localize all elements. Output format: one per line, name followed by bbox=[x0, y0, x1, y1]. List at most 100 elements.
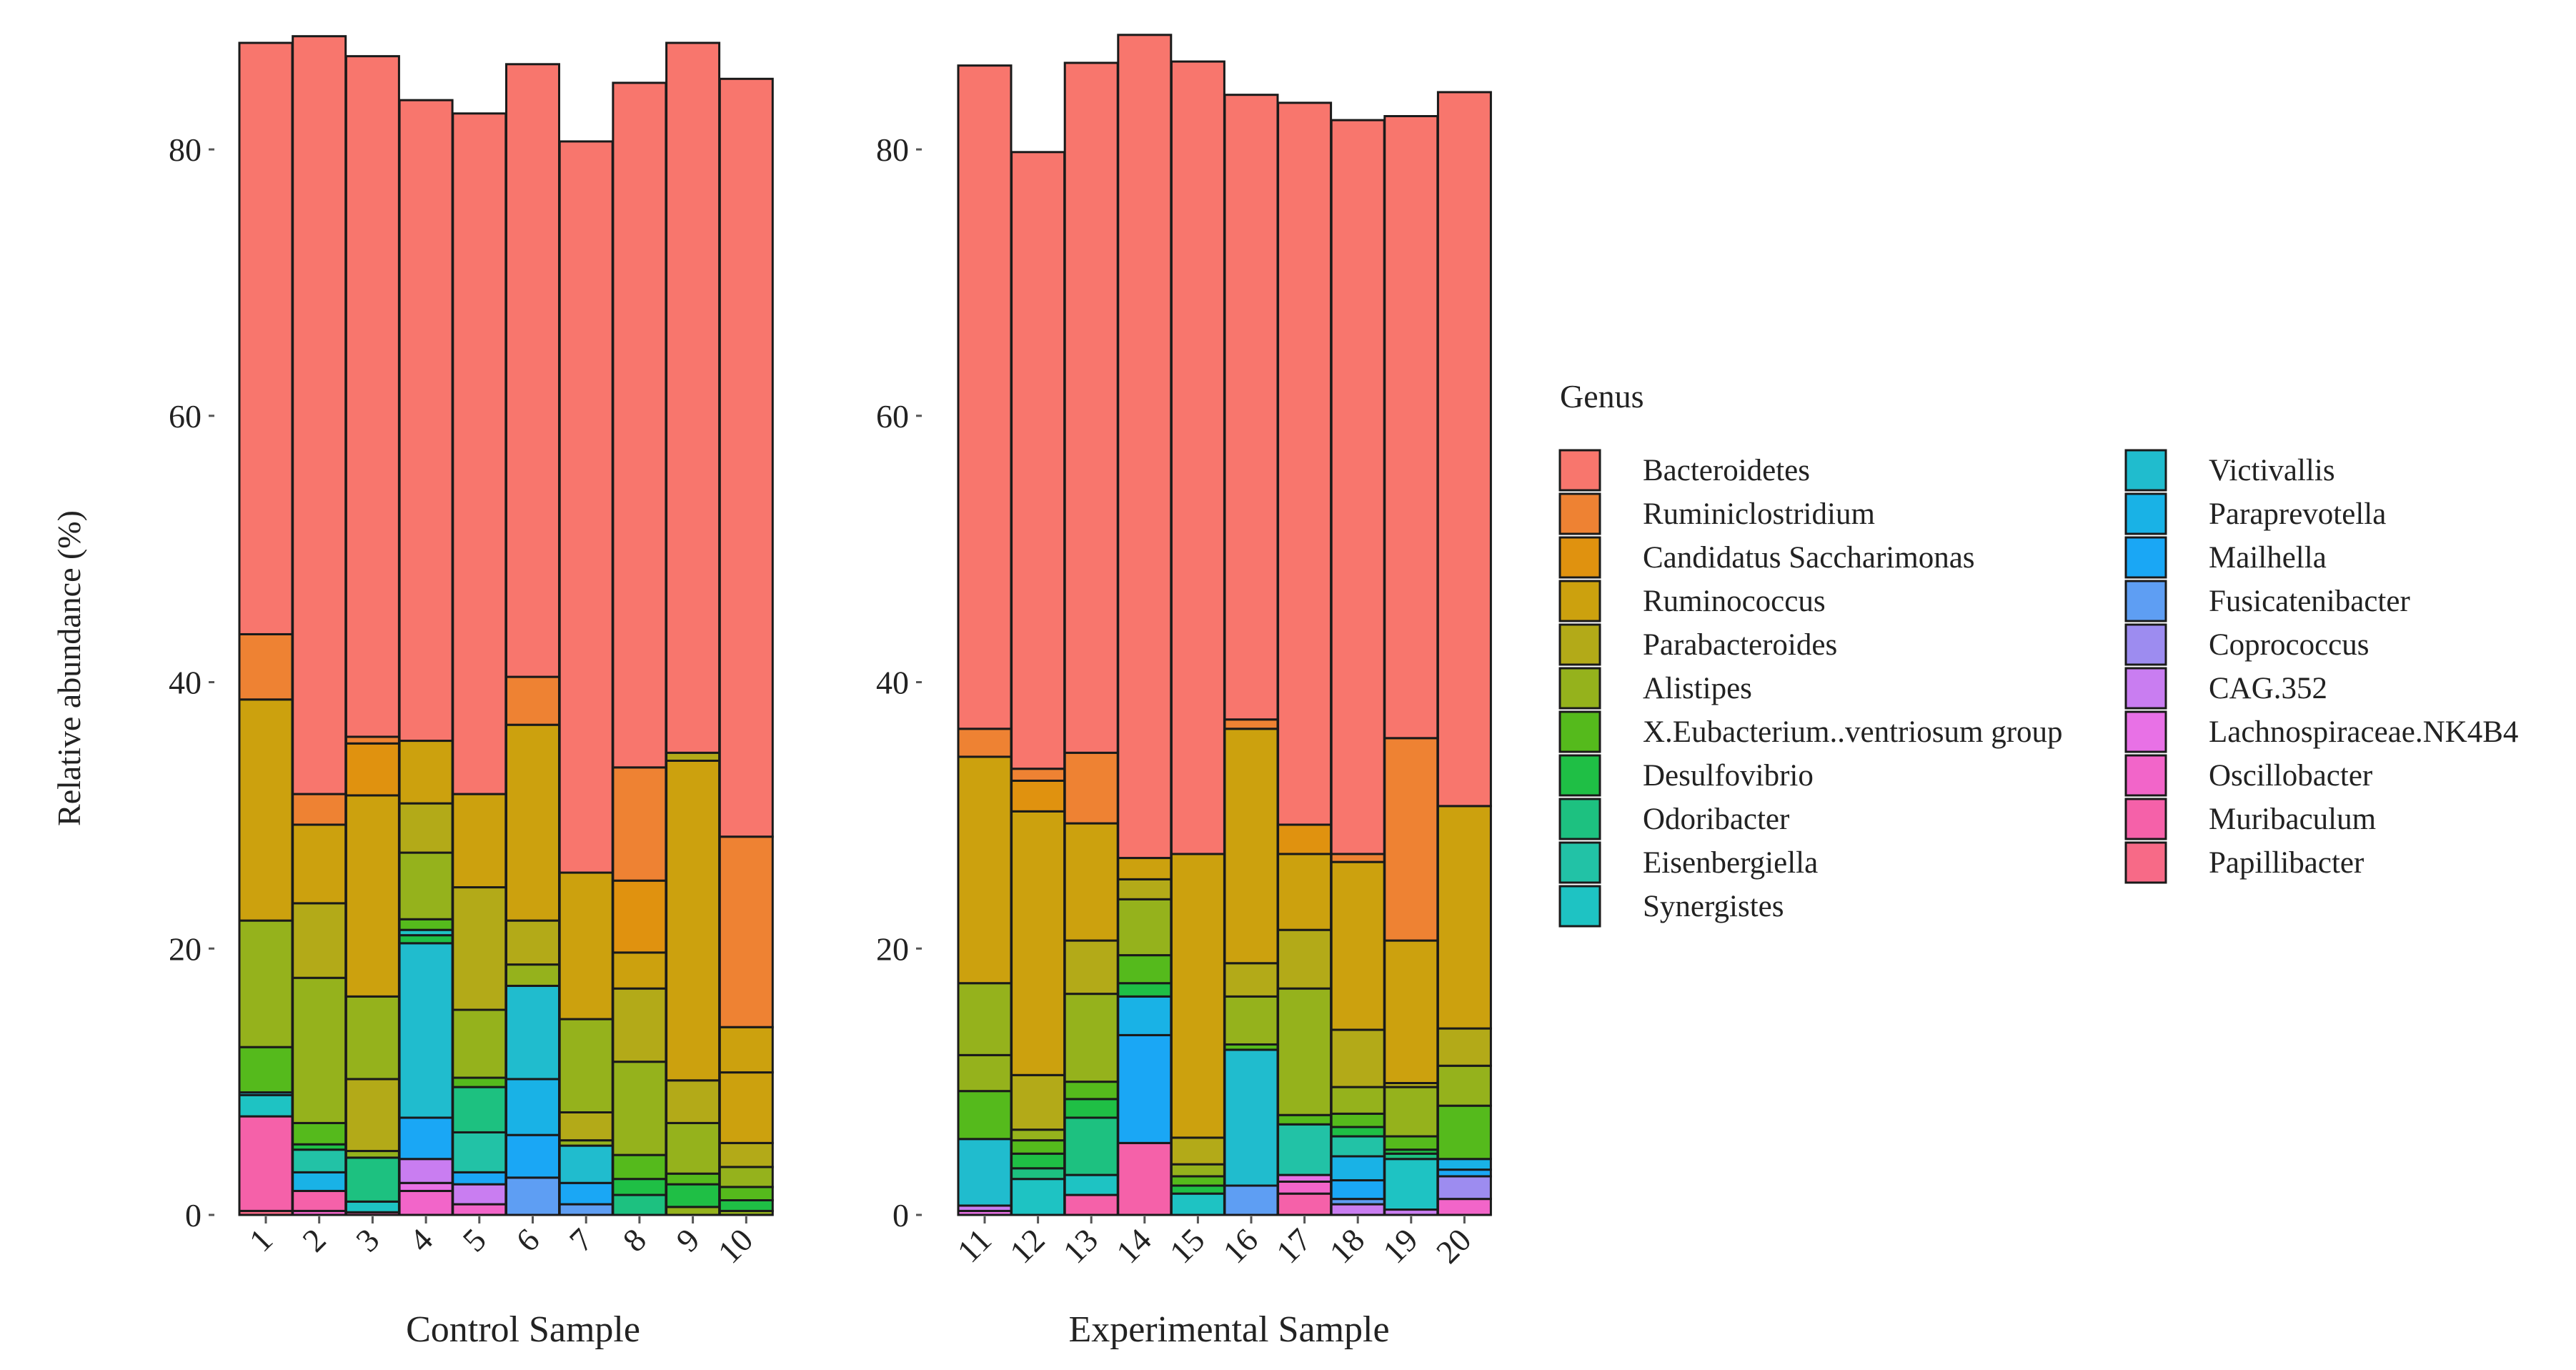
legend-label: Eisenbergiella bbox=[1643, 846, 1818, 880]
bar-segment-alistipes bbox=[612, 1061, 667, 1156]
bar-segment-synergistes bbox=[1063, 1173, 1119, 1196]
legend-swatch bbox=[1558, 710, 1601, 753]
control-y-axis: 0 20 40 60 80 bbox=[169, 131, 214, 1234]
bar-segment-bacteroidetes bbox=[1383, 115, 1439, 740]
bar-segment-parabacteroides bbox=[665, 751, 721, 763]
y-tick-label: 40 bbox=[169, 665, 202, 701]
bar-segment-desulfovibrio bbox=[612, 1178, 667, 1196]
bar-segment-alistipes bbox=[1117, 898, 1173, 957]
bar-segment-muribaculum bbox=[1117, 1141, 1173, 1216]
bar-segment-fusicatenibacter bbox=[558, 1203, 614, 1216]
bar-segment-parabacteroides bbox=[1223, 962, 1279, 998]
bar-segment-bacteroidetes bbox=[1170, 60, 1225, 855]
legend-items: Bacteroidetes Ruminiclostridium Candidatus… bbox=[1558, 449, 2518, 928]
bar-sample-4 bbox=[398, 99, 454, 1216]
bar-segment-parabacteroides bbox=[344, 1078, 400, 1153]
bar-segment-cag-352 bbox=[452, 1183, 507, 1206]
bar-segment-ruminiclostridium bbox=[612, 766, 667, 882]
bar-segment-eisenbergiella bbox=[292, 1148, 347, 1173]
legend-label: Muribaculum bbox=[2209, 803, 2376, 836]
bar-segment-x-eubacterium-ventriosum-group bbox=[612, 1153, 667, 1181]
bar-segment-alistipes bbox=[1170, 1163, 1225, 1178]
legend-item-alistipes: Alistipes bbox=[1558, 667, 1752, 710]
bar-segment-bacteroidetes bbox=[665, 41, 721, 754]
legend-item-candidatus-saccharimonas: Candidatus Saccharimonas bbox=[1558, 536, 1975, 579]
bar-segment-x-eubacterium-ventriosum-group bbox=[1170, 1175, 1225, 1187]
bar-segment-bacteroidetes bbox=[1010, 151, 1066, 770]
bar-segment-parabacteroides bbox=[452, 886, 507, 1011]
bar-segment-paraprevotella bbox=[1436, 1158, 1492, 1171]
bar-segment-alistipes bbox=[292, 976, 347, 1124]
bar-segment-muribaculum bbox=[238, 1115, 294, 1212]
legend-swatch bbox=[2124, 841, 2167, 884]
bar-segment-bacteroidetes bbox=[1063, 61, 1119, 754]
bar-segment-oscillobacter bbox=[452, 1203, 507, 1216]
legend-item-oscillobacter: Oscillobacter bbox=[2124, 754, 2372, 797]
bar-segment-parabacteroides bbox=[505, 919, 560, 966]
bar-segment-candidatus-saccharimonas bbox=[1277, 823, 1333, 855]
bar-segment-bacteroidetes bbox=[505, 63, 560, 678]
legend-item-desulfovibrio: Desulfovibrio bbox=[1558, 754, 1814, 797]
bar-segment-alistipes bbox=[1277, 987, 1333, 1116]
bar-segment-victivallis bbox=[1223, 1048, 1279, 1187]
legend-swatch bbox=[2124, 754, 2167, 797]
bar-segment-alistipes bbox=[505, 963, 560, 987]
legend-item-x-eubacterium-ventriosum-group: X.Eubacterium..ventriosum group bbox=[1558, 710, 2063, 753]
legend-item-papillibacter: Papillibacter bbox=[2124, 841, 2364, 884]
legend-label: CAG.352 bbox=[2209, 672, 2327, 705]
legend-item-victivallis: Victivallis bbox=[2124, 449, 2335, 492]
bar-segment-eisenbergiella bbox=[1277, 1123, 1333, 1176]
experimental-y-axis: 0 20 40 60 80 bbox=[876, 131, 922, 1234]
y-tick-label: 20 bbox=[876, 930, 909, 967]
bar-segment-alistipes bbox=[558, 1018, 614, 1113]
bar-segment-victivallis bbox=[398, 942, 454, 1119]
legend-item-coprococcus: Coprococcus bbox=[2124, 623, 2369, 666]
bar-segment-alistipes bbox=[957, 982, 1013, 1056]
bar-segment-bacteroidetes bbox=[452, 112, 507, 795]
bar-segment-victivallis bbox=[558, 1144, 614, 1184]
bar-segment-x-eubacterium-ventriosum-group bbox=[1436, 1104, 1492, 1161]
bar-segment-paraprevotella bbox=[292, 1171, 347, 1192]
bar-segment-fusicatenibacter bbox=[1223, 1184, 1279, 1216]
bar-segment-oscillobacter bbox=[398, 1189, 454, 1216]
bar-segment-bacteroidetes bbox=[1117, 34, 1173, 860]
bar-segment-ruminococcus bbox=[452, 793, 507, 889]
legend-item-ruminococcus: Ruminococcus bbox=[1558, 580, 1826, 622]
bar-sample-1 bbox=[238, 41, 294, 1216]
bar-segment-bacteroidetes bbox=[398, 99, 454, 743]
bar-segment-x-eubacterium-ventriosum-group bbox=[1117, 954, 1173, 985]
legend-label: Bacteroidetes bbox=[1643, 454, 1810, 487]
bar-sample-17 bbox=[1277, 101, 1333, 1216]
bar-sample-5 bbox=[452, 112, 507, 1216]
bar-segment-parabacteroides bbox=[1330, 1028, 1386, 1088]
bar-segment-synergistes bbox=[238, 1093, 294, 1118]
legend-item-odoribacter: Odoribacter bbox=[1558, 798, 1789, 840]
bar-sample-9 bbox=[665, 41, 721, 1216]
bar-segment-ruminiclostridium bbox=[292, 793, 347, 826]
bar-segment-parabacteroides bbox=[718, 1141, 774, 1168]
bar-segment-ruminiclostridium bbox=[1330, 853, 1386, 863]
bar-segment-parabacteroides bbox=[1277, 928, 1333, 990]
experimental-panel-title: Experimental Sample bbox=[1068, 1309, 1389, 1350]
legend-item-fusicatenibacter: Fusicatenibacter bbox=[2124, 580, 2410, 622]
bar-segment-alistipes bbox=[1436, 1064, 1492, 1107]
legend-title: Genus bbox=[1560, 378, 1644, 415]
legend-label: Coprococcus bbox=[2209, 628, 2369, 662]
bar-segment-alistipes bbox=[1223, 995, 1279, 1046]
bar-segment-x-eubacterium-ventriosum-group bbox=[1277, 1113, 1333, 1126]
bar-segment-x-eubacterium-ventriosum-group bbox=[1330, 1112, 1386, 1128]
bar-sample-12 bbox=[1010, 151, 1066, 1216]
legend-swatch bbox=[1558, 623, 1601, 666]
bar-segment-x-eubacterium-ventriosum-group bbox=[292, 1121, 347, 1146]
bar-segment-ruminococcus bbox=[292, 823, 347, 905]
bar-segment-ruminococcus bbox=[1010, 810, 1066, 1076]
legend-label: Synergistes bbox=[1643, 890, 1784, 923]
legend-swatch bbox=[1558, 580, 1601, 622]
legend-item-muribaculum: Muribaculum bbox=[2124, 798, 2376, 840]
bar-sample-8 bbox=[612, 81, 667, 1216]
bar-segment-cag-352 bbox=[1330, 1203, 1386, 1216]
bar-segment-bacteroidetes bbox=[718, 77, 774, 838]
bar-segment-ruminococcus bbox=[718, 1071, 774, 1144]
bar-segment-candidatus-saccharimonas bbox=[1010, 779, 1066, 813]
